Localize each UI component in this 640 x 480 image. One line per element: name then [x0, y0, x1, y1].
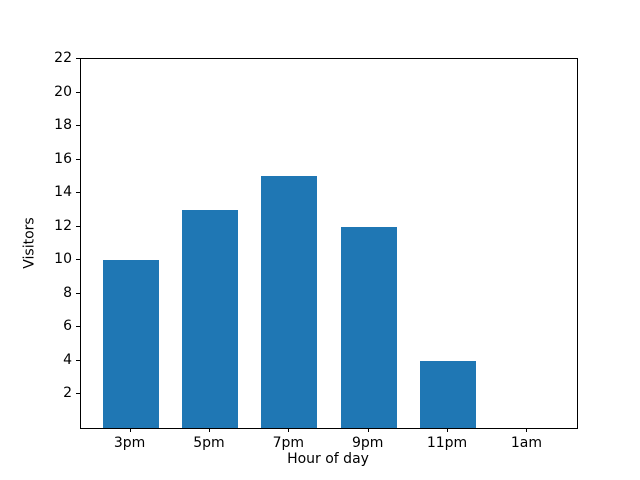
x-tick-mark-9pm: [367, 428, 369, 432]
x-tick-mark-1am: [526, 428, 528, 432]
y-tick-mark-4: [76, 359, 80, 361]
y-tick-label-22: 22: [54, 50, 72, 66]
y-tick-label-18: 18: [54, 117, 72, 134]
bar-5pm: [181, 209, 238, 428]
y-axis-label: Visitors: [22, 216, 39, 269]
y-tick-mark-12: [76, 225, 80, 227]
y-tick-mark-2: [76, 393, 80, 395]
y-tick-mark-22: [76, 58, 80, 59]
y-tick-label-12: 12: [54, 217, 72, 234]
x-tick-mark-7pm: [288, 428, 290, 432]
x-tick-label-1am: 1am: [510, 435, 542, 451]
x-tick-mark-3pm: [129, 428, 131, 432]
y-tick-label-8: 8: [63, 284, 72, 301]
x-tick-label-11pm: 11pm: [426, 435, 468, 451]
bar-11pm: [420, 360, 477, 428]
y-tick-label-6: 6: [63, 318, 72, 335]
x-tick-mark-5pm: [208, 428, 210, 432]
bar-7pm: [261, 176, 318, 428]
y-tick-mark-8: [76, 292, 80, 294]
x-tick-label-9pm: 9pm: [351, 435, 384, 451]
y-tick-label-4: 4: [63, 351, 72, 368]
x-axis-label: Hour of day: [287, 451, 369, 467]
y-tick-mark-6: [76, 326, 80, 328]
bar-9pm: [340, 226, 397, 428]
x-tick-label-7pm: 7pm: [272, 435, 305, 451]
y-tick-label-16: 16: [54, 150, 72, 167]
y-tick-mark-14: [76, 192, 80, 194]
x-tick-label-3pm: 3pm: [113, 435, 146, 451]
plot-area: [80, 58, 578, 429]
y-tick-mark-18: [76, 125, 80, 127]
bar-3pm: [102, 260, 159, 428]
y-axis-label-wrap: Visitors: [22, 58, 38, 427]
y-tick-mark-16: [76, 158, 80, 160]
y-tick-label-14: 14: [54, 184, 72, 201]
y-tick-mark-20: [76, 91, 80, 93]
y-tick-label-2: 2: [63, 385, 72, 402]
y-tick-label-10: 10: [54, 251, 72, 268]
x-tick-mark-11pm: [447, 428, 449, 432]
y-tick-mark-10: [76, 259, 80, 261]
x-tick-label-5pm: 5pm: [193, 435, 225, 451]
y-tick-label-20: 20: [54, 83, 72, 100]
